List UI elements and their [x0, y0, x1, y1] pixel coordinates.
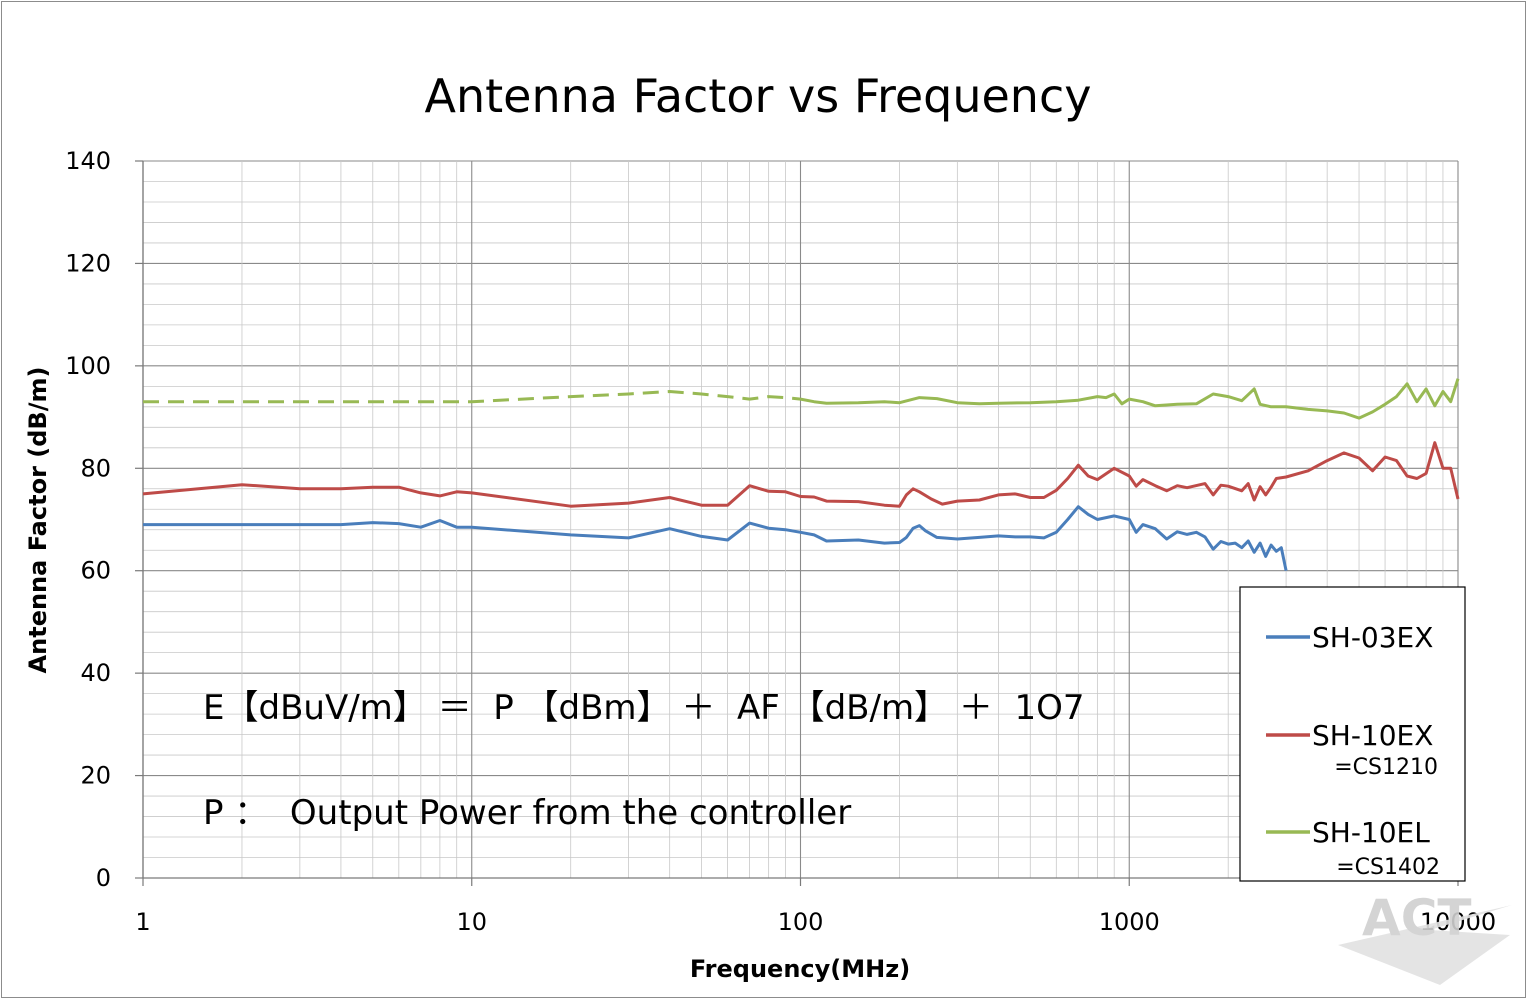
y-tick-label: 0 [96, 864, 111, 892]
x-tick-label: 100 [778, 908, 824, 936]
y-tick-label: 20 [80, 762, 111, 790]
legend-sublabel-sh-10el: =CS1402 [1336, 855, 1440, 880]
chart-title: Antenna Factor vs Frequency [425, 69, 1092, 123]
legend-label-sh-10el: SH-10EL [1312, 816, 1430, 849]
x-tick-label: 10 [456, 908, 487, 936]
x-tick-label: 1 [135, 908, 150, 936]
series-line-sh-10el-dashed [143, 390, 801, 404]
act-logo-swoosh [1338, 905, 1512, 985]
y-tick-label: 120 [65, 249, 111, 277]
legend-label-sh-03ex: SH-03EX [1312, 621, 1433, 654]
x-tick-label: 1000 [1099, 908, 1160, 936]
series-line-sh-10el [800, 378, 1460, 420]
formula-annotation: E【dBuV/m】 ＝ P 【dBm】 ＋ AF 【dB/m】 ＋ 1O7 [203, 688, 1085, 728]
legend-sublabel-sh-10ex: =CS1210 [1334, 755, 1438, 780]
y-tick-label: 60 [80, 557, 111, 585]
y-tick-label: 80 [80, 454, 111, 482]
act-logo: ACT [1338, 889, 1512, 985]
legend-label-sh-10ex: SH-10EX [1312, 719, 1433, 752]
x-axis-label: Frequency(MHz) [690, 955, 910, 983]
legend: SH-03EX SH-10EX =CS1210 SH-10EL =CS1402 [1239, 586, 1466, 882]
y-tick-label: 40 [80, 659, 111, 687]
series-line-sh-10ex [142, 441, 1460, 508]
grid [135, 160, 1459, 886]
y-tick-label: 100 [65, 352, 111, 380]
act-logo-text: ACT [1362, 889, 1472, 947]
power-annotation: P ： Output Power from the controller [203, 793, 851, 833]
series-layer [142, 378, 1460, 572]
series-line-sh-03ex [143, 505, 1288, 572]
y-axis-label: Antenna Factor (dB/m) [24, 367, 52, 674]
x-tick-labels: 1 10 100 1000 10000 [135, 908, 1496, 936]
y-tick-labels: 0 20 40 60 80 100 120 140 [65, 147, 111, 892]
y-tick-label: 140 [65, 147, 111, 175]
